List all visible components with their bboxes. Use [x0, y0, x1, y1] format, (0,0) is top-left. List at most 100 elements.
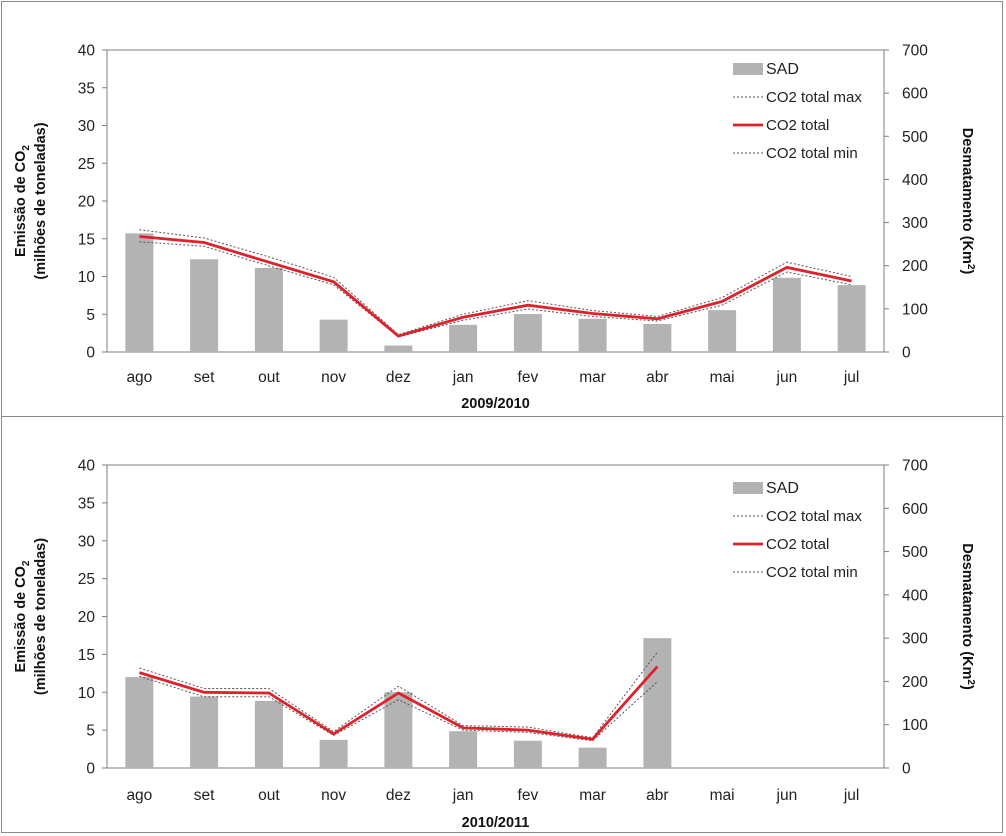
chart0-x-tick-label: jun: [776, 369, 798, 386]
chart0-x-axis-title: 2009/2010: [461, 396, 530, 412]
chart0-y-left-tick-label: 0: [86, 345, 95, 362]
chart1-x-tick-label: mai: [710, 787, 735, 804]
chart-2009-2010: 05101520253035400100200300400500600700ag…: [13, 43, 976, 413]
chart0-x-tick-label: mar: [579, 369, 606, 386]
chart1-x-tick-label: nov: [321, 787, 346, 804]
chart1-y-left-tick-label: 15: [78, 647, 95, 664]
chart0-x-tick-label: jul: [843, 369, 860, 386]
chart1-x-tick-label: abr: [646, 787, 668, 804]
chart0-y-right-title: Desmatamento (Km2): [959, 128, 976, 275]
chart1-y-right-tick-label: 500: [902, 544, 928, 561]
chart0-y-right-tick-label: 500: [902, 129, 928, 146]
chart0-y-right-tick-label: 200: [902, 258, 928, 275]
chart1-legend-label-co2-total-max: CO2 total max: [766, 508, 862, 525]
chart1-y-right-tick-label: 100: [902, 717, 928, 734]
chart1-y-left-tick-label: 5: [86, 723, 95, 740]
chart0-bar-jan: [449, 324, 478, 352]
chart1-y-left-tick-label: 35: [78, 495, 95, 512]
chart0-x-tick-label: nov: [321, 369, 346, 386]
chart1-x-tick-label: dez: [386, 787, 411, 804]
chart0-x-tick-label: jan: [452, 369, 474, 386]
chart1-bar-out: [254, 700, 283, 768]
chart1-legend-label-co2-total-min: CO2 total min: [766, 564, 858, 581]
chart0-legend-label-co2-total-min: CO2 total min: [766, 145, 858, 162]
chart1-series-co2-total-min: [139, 675, 658, 742]
panel-divider: [1, 416, 1004, 417]
chart1-y-left-tick-label: 10: [78, 685, 96, 702]
chart0-series-co2-total-max: [139, 229, 852, 336]
chart1-bar-abr: [643, 638, 672, 768]
chart1-y-right-title: Desmatamento (Km2): [959, 543, 976, 690]
chart1-y-left-tick-label: 30: [78, 533, 96, 550]
chart1-bar-nov: [319, 739, 348, 768]
chart0-bar-set: [190, 259, 219, 352]
chart0-y-left-tick-label: 20: [78, 194, 96, 211]
chart-2010-2011: 05101520253035400100200300400500600700ag…: [13, 458, 976, 832]
chart0-legend-label-co2-total-max: CO2 total max: [766, 89, 862, 106]
chart1-x-tick-label: fev: [518, 787, 539, 804]
chart0-y-left-tick-label: 10: [78, 269, 96, 286]
chart0-bar-mar: [578, 318, 607, 352]
chart0-y-left-tick-label: 40: [78, 43, 96, 60]
chart0-legend-label-co2-total: CO2 total: [766, 117, 829, 134]
chart0-bar-nov: [319, 319, 348, 352]
chart0-y-left-tick-label: 30: [78, 118, 96, 135]
chart1-y-left-tick-label: 20: [78, 609, 96, 626]
chart0-x-tick-label: set: [194, 369, 215, 386]
chart1-bar-fev: [513, 740, 542, 768]
chart1-y-right-tick-label: 300: [902, 631, 928, 648]
chart1-bar-dez: [384, 692, 413, 768]
chart1-x-tick-label: jan: [452, 787, 474, 804]
chart0-y-right-tick-label: 0: [902, 345, 911, 362]
chart0-bar-jul: [837, 285, 866, 352]
chart0-y-left-tick-label: 5: [86, 307, 95, 324]
chart0-series-co2-total-min: [139, 241, 852, 338]
chart1-x-tick-label: out: [258, 787, 280, 804]
chart1-x-axis-title: 2010/2011: [462, 815, 530, 831]
chart0-y-left-subtitle: (milhões de toneladas): [33, 122, 49, 279]
chart1-y-left-tick-label: 25: [78, 571, 95, 588]
chart0-x-tick-label: ago: [126, 369, 152, 386]
chart1-bar-mar: [578, 747, 607, 768]
chart1-x-tick-label: ago: [126, 787, 152, 804]
chart0-bar-fev: [513, 314, 542, 352]
chart0-x-tick-label: fev: [518, 369, 539, 386]
chart1-legend-swatch-sad: [733, 482, 763, 494]
chart0-x-tick-label: out: [258, 369, 280, 386]
chart1-x-tick-label: set: [194, 787, 215, 804]
chart0-legend-label-sad: SAD: [766, 61, 799, 78]
chart1-x-tick-label: mar: [579, 787, 606, 804]
chart0-bar-mai: [708, 310, 737, 352]
chart0-legend-swatch-sad: [733, 63, 763, 75]
chart0-bar-ago: [125, 233, 154, 352]
chart1-x-tick-label: jul: [843, 787, 860, 804]
chart1-y-right-tick-label: 200: [902, 674, 928, 691]
chart0-y-left-tick-label: 25: [78, 156, 95, 173]
chart1-y-left-title: Emissão de CO2: [13, 560, 32, 672]
chart0-x-tick-label: abr: [646, 369, 668, 386]
chart1-y-left-tick-label: 0: [86, 761, 95, 778]
chart1-y-left-tick-label: 40: [78, 458, 96, 475]
chart1-y-left-subtitle: (milhões de toneladas): [33, 538, 49, 695]
chart0-bar-dez: [384, 345, 413, 352]
chart1-series-co2-total-max: [139, 651, 658, 739]
chart1-bar-set: [190, 696, 219, 768]
chart0-y-right-tick-label: 700: [902, 43, 928, 60]
chart0-bar-jun: [772, 277, 801, 352]
chart0-bar-out: [254, 267, 283, 352]
chart0-bar-abr: [643, 323, 672, 352]
chart0-y-right-tick-label: 300: [902, 215, 928, 232]
chart1-y-right-tick-label: 700: [902, 458, 928, 475]
chart1-bar-ago: [125, 677, 154, 768]
chart1-legend-label-sad: SAD: [766, 480, 799, 497]
chart0-series-co2-total: [139, 235, 852, 338]
chart1-y-right-tick-label: 0: [902, 761, 911, 778]
chart0-y-right-tick-label: 600: [902, 86, 928, 103]
chart1-legend-label-co2-total: CO2 total: [766, 536, 829, 553]
chart1-bar-jan: [449, 731, 478, 768]
chart0-y-left-tick-label: 15: [78, 231, 95, 248]
chart1-y-right-tick-label: 400: [902, 587, 928, 604]
chart1-series-co2-total: [138, 665, 659, 741]
chart0-y-right-tick-label: 100: [902, 301, 928, 318]
chart0-y-left-tick-label: 35: [78, 80, 95, 97]
